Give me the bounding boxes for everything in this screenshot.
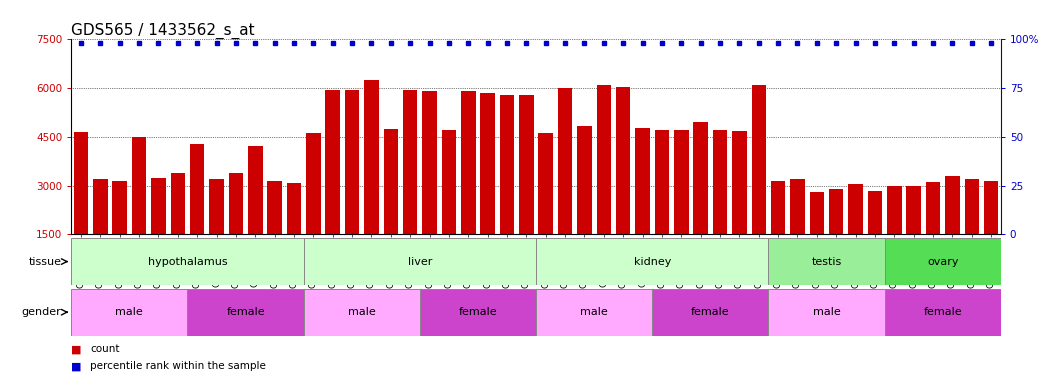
Text: female: female <box>691 307 729 317</box>
Bar <box>885 289 1001 336</box>
Text: male: male <box>115 307 144 317</box>
Bar <box>655 130 670 234</box>
Bar <box>93 179 108 234</box>
Bar <box>771 181 785 234</box>
Bar <box>422 92 437 234</box>
Text: male: male <box>581 307 608 317</box>
Bar <box>733 131 746 234</box>
Bar <box>885 238 1001 285</box>
Bar <box>868 190 882 234</box>
Bar <box>304 238 536 285</box>
Bar <box>151 177 166 234</box>
Bar <box>71 289 188 336</box>
Bar <box>519 94 533 234</box>
Bar <box>674 130 689 234</box>
Bar <box>228 173 243 234</box>
Text: GDS565 / 1433562_s_at: GDS565 / 1433562_s_at <box>71 23 255 39</box>
Bar <box>577 126 592 234</box>
Text: male: male <box>812 307 840 317</box>
Text: hypothalamus: hypothalamus <box>148 256 227 267</box>
Bar <box>887 186 901 234</box>
Bar <box>536 289 652 336</box>
Bar <box>306 133 321 234</box>
Text: tissue: tissue <box>28 256 62 267</box>
Bar <box>751 85 766 234</box>
Text: female: female <box>459 307 497 317</box>
Text: ■: ■ <box>71 344 82 354</box>
Bar <box>248 146 262 234</box>
Bar <box>210 179 224 234</box>
Bar <box>616 87 631 234</box>
Bar <box>171 173 185 234</box>
Text: male: male <box>348 307 375 317</box>
Text: female: female <box>923 307 962 317</box>
Bar <box>945 176 960 234</box>
Bar <box>326 90 340 234</box>
Text: ovary: ovary <box>927 256 959 267</box>
Text: female: female <box>226 307 265 317</box>
Bar <box>188 289 304 336</box>
Text: count: count <box>90 344 119 354</box>
Bar <box>558 88 572 234</box>
Bar <box>112 181 127 234</box>
Bar <box>304 289 420 336</box>
Bar <box>848 184 863 234</box>
Bar <box>364 80 378 234</box>
Bar <box>71 238 304 285</box>
Bar <box>384 129 398 234</box>
Bar <box>132 137 147 234</box>
Text: testis: testis <box>811 256 842 267</box>
Bar <box>267 182 282 234</box>
Bar <box>907 186 921 234</box>
Text: liver: liver <box>408 256 432 267</box>
Bar <box>500 94 515 234</box>
Bar <box>420 289 536 336</box>
Bar <box>596 85 611 234</box>
Bar <box>652 289 768 336</box>
Bar <box>480 93 495 234</box>
Bar <box>536 238 768 285</box>
Text: ■: ■ <box>71 361 82 371</box>
Bar <box>694 122 708 234</box>
Bar <box>810 192 824 234</box>
Bar <box>635 128 650 234</box>
Bar <box>829 189 844 234</box>
Bar <box>287 183 301 234</box>
Text: kidney: kidney <box>634 256 671 267</box>
Bar <box>345 90 359 234</box>
Bar <box>768 238 885 285</box>
Bar <box>190 144 204 234</box>
Bar <box>964 179 979 234</box>
Bar <box>925 182 940 234</box>
Bar <box>402 90 417 234</box>
Bar <box>790 179 805 234</box>
Text: percentile rank within the sample: percentile rank within the sample <box>90 361 266 371</box>
Bar <box>768 289 885 336</box>
Bar <box>73 132 88 234</box>
Bar <box>984 181 999 234</box>
Text: gender: gender <box>22 307 62 317</box>
Bar <box>461 92 476 234</box>
Bar <box>713 130 727 234</box>
Bar <box>539 133 553 234</box>
Bar <box>441 130 456 234</box>
